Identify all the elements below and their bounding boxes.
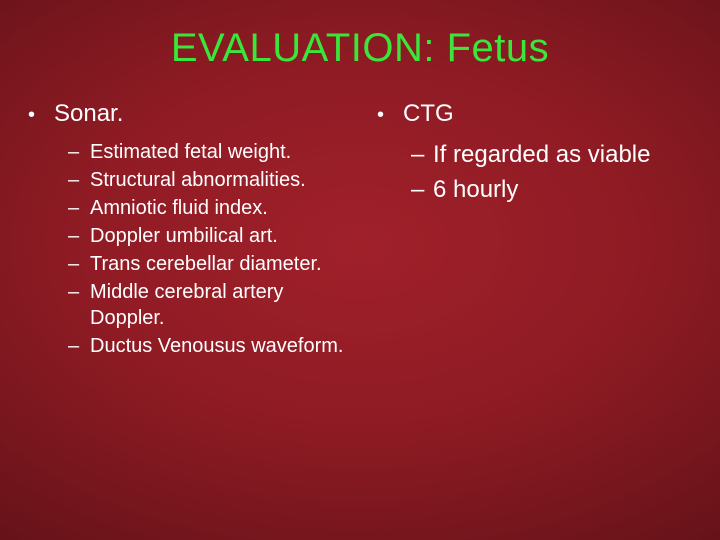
dash-icon: – [411, 174, 433, 205]
dash-icon: – [411, 139, 433, 170]
list-item: –Doppler umbilical art. [68, 223, 357, 249]
dash-icon: – [68, 167, 90, 193]
list-item-text: Ductus Venousus waveform. [90, 333, 357, 359]
list-item-text: Trans cerebellar diameter. [90, 251, 357, 277]
list-item: –Trans cerebellar diameter. [68, 251, 357, 277]
list-item-text: If regarded as viable [433, 139, 706, 170]
list-item-text: 6 hourly [433, 174, 706, 205]
left-column: • Sonar. –Estimated fetal weight. –Struc… [14, 99, 363, 361]
list-item: –Estimated fetal weight. [68, 139, 357, 165]
dash-icon: – [68, 251, 90, 277]
right-column: • CTG –If regarded as viable –6 hourly [363, 99, 706, 361]
list-item: –Ductus Venousus waveform. [68, 333, 357, 359]
list-item: –Middle cerebral artery Doppler. [68, 279, 357, 331]
list-item-text: Doppler umbilical art. [90, 223, 357, 249]
slide-title: EVALUATION: Fetus [0, 0, 720, 71]
left-heading-row: • Sonar. [28, 99, 357, 129]
list-item: –Structural abnormalities. [68, 167, 357, 193]
dash-icon: – [68, 195, 90, 221]
content-columns: • Sonar. –Estimated fetal weight. –Struc… [0, 71, 720, 361]
list-item-text: Amniotic fluid index. [90, 195, 357, 221]
right-heading: CTG [403, 99, 454, 129]
slide: EVALUATION: Fetus • Sonar. –Estimated fe… [0, 0, 720, 540]
dash-icon: – [68, 279, 90, 305]
list-item-text: Middle cerebral artery Doppler. [90, 279, 357, 331]
list-item: –If regarded as viable [411, 139, 706, 170]
right-subitems: –If regarded as viable –6 hourly [377, 139, 706, 205]
dash-icon: – [68, 333, 90, 359]
list-item-text: Structural abnormalities. [90, 167, 357, 193]
left-subitems: –Estimated fetal weight. –Structural abn… [28, 139, 357, 359]
right-heading-row: • CTG [377, 99, 706, 129]
list-item: –6 hourly [411, 174, 706, 205]
list-item: –Amniotic fluid index. [68, 195, 357, 221]
dash-icon: – [68, 223, 90, 249]
list-item-text: Estimated fetal weight. [90, 139, 357, 165]
bullet-icon: • [377, 103, 403, 128]
dash-icon: – [68, 139, 90, 165]
bullet-icon: • [28, 103, 54, 128]
left-heading: Sonar. [54, 99, 123, 129]
